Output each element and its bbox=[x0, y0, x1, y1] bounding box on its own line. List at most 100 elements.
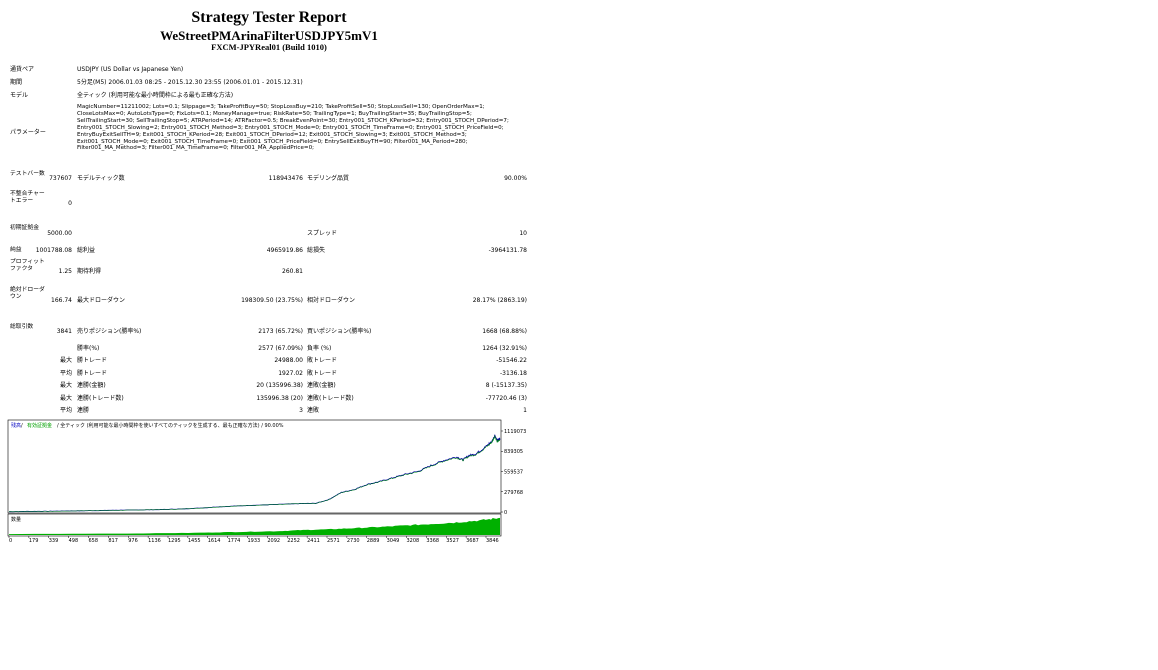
report-title: Strategy Tester Report bbox=[191, 9, 347, 26]
largest-win-value: 24988.00 bbox=[274, 357, 303, 364]
x-tick-label: 2730 bbox=[347, 538, 360, 543]
x-tick-label: 2411 bbox=[307, 538, 320, 543]
x-tick-label: 1614 bbox=[208, 538, 221, 543]
y-tick-label: 1119073 bbox=[504, 429, 526, 435]
long-value: 1668 (68.88%) bbox=[482, 328, 527, 335]
avg-consec-loss-value: 1 bbox=[523, 407, 527, 414]
symbol-label: 通貨ペア bbox=[10, 66, 35, 73]
q-max-2: 最大 bbox=[59, 382, 72, 389]
consec-profit-value: 135996.38 (20) bbox=[256, 395, 303, 402]
x-tick-label: 817 bbox=[108, 538, 118, 543]
absdd-label: 絶対ドローダウン bbox=[10, 287, 45, 300]
reldd-value: 28.17% (2863.19) bbox=[472, 297, 527, 304]
x-tick-label: 2092 bbox=[267, 538, 280, 543]
x-tick-label: 3208 bbox=[407, 538, 420, 543]
long-label: 買いポジション(勝率%) bbox=[307, 328, 372, 335]
x-tick-label: 1295 bbox=[168, 538, 181, 543]
params-value: MagicNumber=11211002; Lots=0.1; Slippage… bbox=[77, 104, 509, 152]
equity-line bbox=[8, 435, 501, 513]
legend-balance: 残高 bbox=[11, 422, 21, 429]
y-ticks: 1119073 839305 559537 279768 0 bbox=[501, 429, 526, 516]
trades-label: 総取引数 bbox=[10, 324, 34, 330]
avg-consec-wins-label: 連勝 bbox=[77, 407, 90, 414]
ea-name: WeStreetPMArinaFilterUSDJPY5mV1 bbox=[160, 28, 378, 43]
chart-frame bbox=[7, 419, 502, 514]
symbol-value: USDJPY (US Dollar vs Japanese Yen) bbox=[77, 66, 184, 73]
x-tick-label: 658 bbox=[89, 538, 99, 543]
x-tick-label: 3368 bbox=[426, 538, 439, 543]
q-max-3: 最大 bbox=[59, 395, 72, 402]
legend-rest: / 全ティック (利用可能な最小時間枠を使いすべてのティックを生成する、最も正確… bbox=[57, 422, 284, 429]
balance-chart: 残高 / 有効証拠金 / 全ティック (利用可能な最小時間枠を使いすべてのティッ… bbox=[7, 419, 526, 543]
win-label: 勝率(%) bbox=[77, 345, 100, 352]
volume-label: 数量 bbox=[11, 516, 21, 523]
x-tick-label: 976 bbox=[128, 538, 138, 543]
x-tick-label: 3846 bbox=[486, 538, 499, 543]
pf-label: プロフィットファクタ bbox=[10, 259, 45, 272]
model-label: モデル bbox=[10, 92, 29, 99]
absdd-value: 166.74 bbox=[51, 297, 72, 304]
netprofit-value: 1001788.08 bbox=[35, 247, 72, 254]
x-tick-label: 339 bbox=[49, 538, 59, 543]
x-tick-label: 1774 bbox=[228, 538, 241, 543]
avg-loss-label: 敗トレード bbox=[307, 370, 338, 377]
quality-label: モデリング品質 bbox=[307, 175, 350, 182]
mismatch-value: 0 bbox=[68, 200, 72, 207]
spread-value: 10 bbox=[519, 230, 527, 237]
x-tick-label: 3527 bbox=[446, 538, 459, 543]
y-tick-label: 279768 bbox=[504, 490, 523, 496]
ticks-value: 118943476 bbox=[268, 175, 303, 182]
bars-value: 737607 bbox=[49, 175, 72, 182]
x-tick-label: 0 bbox=[9, 538, 12, 543]
bars-label: テストバー数 bbox=[10, 171, 45, 177]
x-tick-label: 2252 bbox=[287, 538, 300, 543]
netprofit-label: 純益 bbox=[10, 247, 22, 253]
legend-sep: / bbox=[21, 423, 23, 429]
ticks-label: モデルティック数 bbox=[77, 175, 125, 182]
grossloss-label: 総損失 bbox=[307, 247, 326, 254]
x-tick-label: 2571 bbox=[327, 538, 340, 543]
consec-loss-money-value: 8 (-15137.35) bbox=[485, 382, 527, 389]
avg-loss-value: -3136.18 bbox=[500, 370, 527, 377]
deposit-label: 初期証拠金 bbox=[10, 225, 39, 231]
grossprofit-value: 4965919.86 bbox=[266, 247, 303, 254]
reldd-label: 相対ドローダウン bbox=[307, 297, 356, 304]
loss-value: 1264 (32.91%) bbox=[482, 345, 527, 352]
consec-loss-money-label: 連敗(金額) bbox=[307, 382, 336, 389]
short-value: 2173 (65.72%) bbox=[258, 328, 303, 335]
consec-wins-money-label: 連勝(金額) bbox=[77, 382, 106, 389]
q-avg-2: 平均 bbox=[59, 407, 72, 414]
consec-lossamt-label: 連敗(トレード数) bbox=[307, 395, 354, 402]
legend-equity: 有効証拠金 bbox=[27, 422, 52, 429]
y-tick-label: 0 bbox=[504, 510, 507, 516]
consec-lossamt-value: -77720.46 (3) bbox=[485, 395, 527, 402]
params-label: パラメーター bbox=[10, 129, 46, 136]
consec-profit-label: 連勝(トレード数) bbox=[77, 395, 124, 402]
server-name: FXCM-JPYReal01 (Build 1010) bbox=[211, 42, 327, 52]
trades-value: 3841 bbox=[56, 328, 72, 335]
x-tick-label: 1933 bbox=[248, 538, 261, 543]
y-tick-label: 839305 bbox=[504, 449, 523, 455]
x-tick-label: 3687 bbox=[466, 538, 479, 543]
avg-consec-wins-value: 3 bbox=[299, 407, 303, 414]
spread-label: スプレッド bbox=[307, 230, 338, 237]
x-tick-label: 1455 bbox=[188, 538, 201, 543]
x-tick-label: 179 bbox=[29, 538, 39, 543]
pf-value: 1.25 bbox=[58, 268, 72, 275]
period-value: 5分足(M5) 2006.01.03 08:25 - 2015.12.30 23… bbox=[77, 79, 303, 86]
mismatch-label: 不整合チャートエラー bbox=[10, 191, 45, 204]
expected-label: 期待利得 bbox=[77, 268, 102, 275]
q-avg-1: 平均 bbox=[59, 370, 72, 377]
avg-consec-loss-label: 連敗 bbox=[307, 407, 320, 414]
volume-area bbox=[9, 517, 500, 535]
short-label: 売りポジション(勝率%) bbox=[77, 328, 142, 335]
model-value: 全ティック (利用可能な最小時間枠による最も正確な方法) bbox=[77, 92, 234, 99]
deposit-value: 5000.00 bbox=[47, 230, 72, 237]
quality-value: 90.00% bbox=[504, 175, 527, 182]
largest-win-label: 勝トレード bbox=[77, 357, 108, 364]
consec-wins-money-value: 20 (135996.38) bbox=[256, 382, 303, 389]
largest-loss-value: -51546.22 bbox=[496, 357, 527, 364]
x-tick-label: 498 bbox=[69, 538, 79, 543]
y-tick-label: 559537 bbox=[504, 469, 523, 475]
x-tick-label: 2889 bbox=[367, 538, 380, 543]
